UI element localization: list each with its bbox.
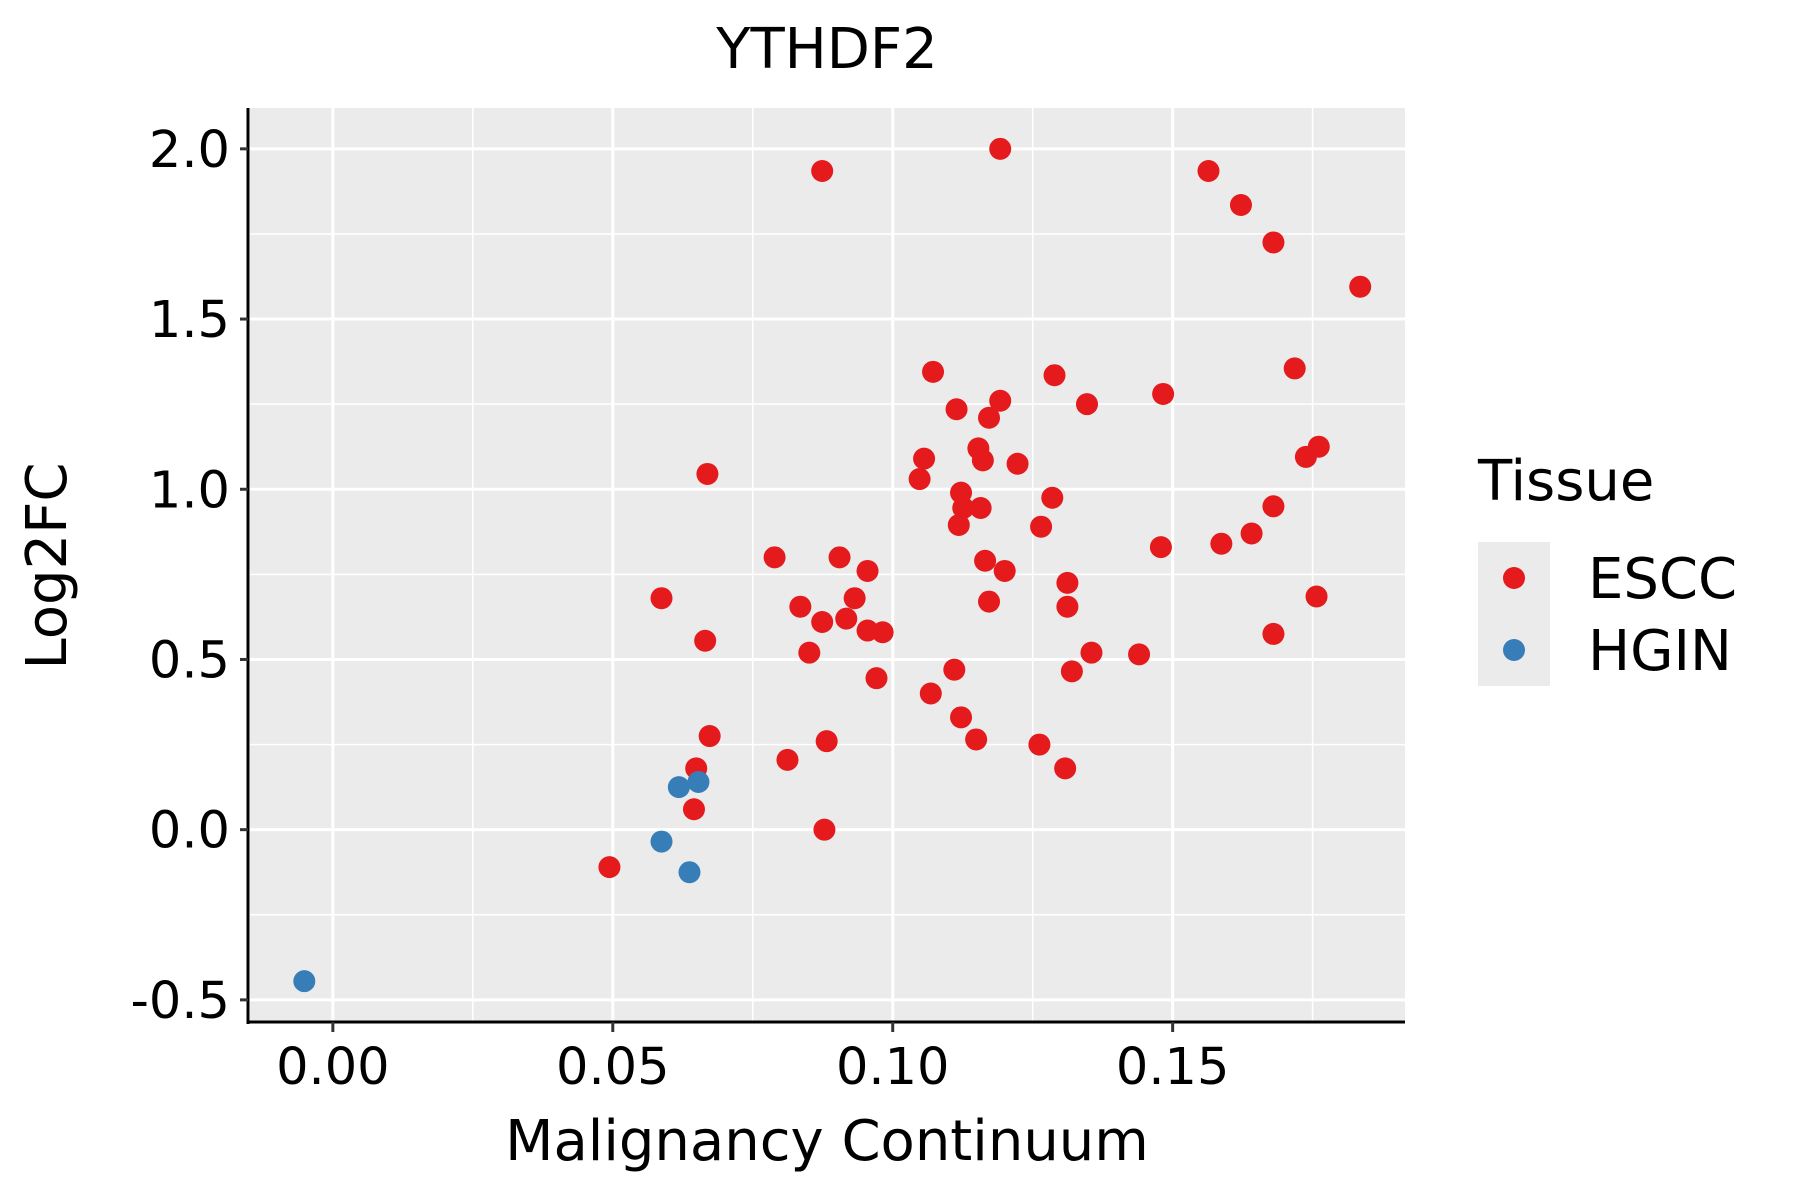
point-escc [650, 587, 673, 610]
point-escc [1262, 495, 1285, 518]
point-escc [947, 514, 970, 537]
point-escc [1056, 595, 1079, 618]
legend-key-background [1478, 542, 1550, 686]
y-axis-title: Log2FC [15, 463, 80, 670]
point-escc [843, 587, 866, 610]
legend-title: Tissue [1477, 449, 1654, 514]
x-axis-title: Malignancy Continuum [505, 1109, 1149, 1174]
point-escc [1149, 536, 1172, 559]
data-points [293, 137, 1372, 993]
point-escc [865, 667, 888, 690]
point-escc [776, 748, 799, 771]
chart-title: YTHDF2 [715, 17, 937, 82]
point-escc [811, 611, 834, 634]
point-escc [789, 595, 812, 618]
point-escc [1075, 393, 1098, 416]
point-escc [945, 398, 968, 421]
x-axis-ticks: 0.00 0.05 0.10 0.15 [276, 1022, 1229, 1097]
point-escc [1197, 159, 1220, 182]
point-escc [1240, 522, 1263, 545]
point-escc [1060, 660, 1083, 683]
legend-key-hgin-dot [1503, 639, 1525, 661]
point-escc [971, 449, 994, 472]
point-escc [919, 682, 942, 705]
point-escc [696, 462, 719, 485]
point-escc [828, 546, 851, 569]
point-escc [1283, 357, 1306, 380]
point-escc [598, 856, 621, 879]
point-escc [913, 447, 936, 470]
point-escc [694, 629, 717, 652]
point-hgin [667, 776, 690, 799]
point-escc [1305, 585, 1328, 608]
point-escc [698, 725, 721, 748]
point-hgin [650, 830, 673, 853]
point-escc [763, 546, 786, 569]
point-escc [1128, 643, 1151, 666]
legend-key-escc-dot [1503, 567, 1525, 589]
legend-label-escc: ESCC [1588, 547, 1737, 612]
point-escc [908, 468, 931, 491]
point-escc [989, 137, 1012, 160]
point-escc [922, 360, 945, 383]
point-escc [1028, 733, 1051, 756]
y-tick-label: -0.5 [130, 972, 230, 1031]
point-escc [813, 818, 836, 841]
point-escc [1006, 452, 1029, 475]
point-escc [1210, 532, 1233, 555]
y-tick-label: 0.5 [149, 631, 230, 690]
x-tick-label: 0.05 [556, 1038, 670, 1097]
point-hgin [678, 861, 701, 884]
point-escc [1056, 571, 1079, 594]
point-escc [978, 406, 1001, 429]
point-escc [682, 798, 705, 821]
point-escc [871, 621, 894, 644]
point-escc [811, 159, 834, 182]
point-escc [943, 658, 966, 681]
point-escc [1054, 757, 1077, 780]
point-escc [974, 549, 997, 572]
point-escc [1229, 194, 1252, 217]
legend-label-hgin: HGIN [1588, 619, 1732, 684]
plot-panel [250, 108, 1405, 1022]
y-axis-ticks: -0.5 0.0 0.5 1.0 1.5 2.0 [130, 121, 248, 1031]
point-escc [969, 496, 992, 519]
point-escc [978, 590, 1001, 613]
point-escc [993, 559, 1016, 582]
point-escc [1152, 382, 1175, 405]
point-escc [1294, 445, 1317, 468]
y-tick-label: 0.0 [149, 802, 230, 861]
point-escc [815, 730, 838, 753]
x-tick-label: 0.15 [1116, 1038, 1230, 1097]
y-tick-label: 2.0 [149, 121, 230, 180]
point-escc [1262, 622, 1285, 645]
point-escc [1030, 515, 1053, 538]
point-hgin [293, 970, 316, 993]
point-escc [1262, 231, 1285, 254]
point-escc [1349, 275, 1372, 298]
y-tick-label: 1.0 [149, 461, 230, 520]
x-tick-label: 0.10 [836, 1038, 950, 1097]
point-escc [950, 706, 973, 729]
point-escc [1043, 364, 1066, 387]
x-tick-label: 0.00 [276, 1038, 390, 1097]
point-escc [989, 389, 1012, 412]
y-tick-label: 1.5 [149, 291, 230, 350]
point-escc [835, 607, 858, 630]
point-escc [798, 641, 821, 664]
major-gridlines [250, 108, 1405, 1022]
point-escc [856, 559, 879, 582]
point-escc [965, 728, 988, 751]
point-escc [1080, 641, 1103, 664]
point-escc [952, 496, 975, 519]
legend: Tissue ESCC HGIN [1477, 449, 1737, 686]
point-escc [1041, 486, 1064, 509]
point-hgin [687, 771, 710, 794]
